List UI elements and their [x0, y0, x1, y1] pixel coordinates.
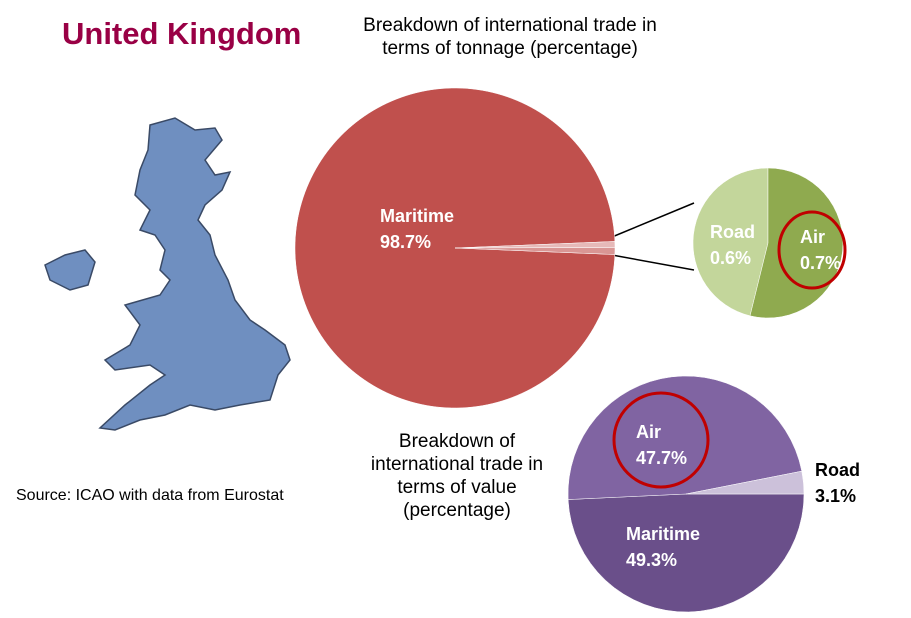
value-label: 0.7% — [800, 253, 841, 273]
chart-title: Breakdown of international trade in term… — [363, 15, 657, 59]
slice-label: Maritime — [626, 524, 700, 544]
main-title: United Kingdom — [62, 16, 302, 51]
pie-slice — [685, 470, 805, 495]
pie-slice — [692, 167, 769, 317]
slice-label: Maritime — [380, 206, 454, 226]
chart-title: Breakdown of international trade in term… — [370, 431, 544, 521]
pie-slice — [749, 167, 844, 319]
slice-label: Road — [815, 460, 860, 480]
uk-map — [44, 117, 291, 431]
connector-lines — [611, 202, 695, 271]
slice-label: Air — [800, 227, 825, 247]
source-note: Source: ICAO with data from Eurostat — [16, 487, 284, 504]
value-label: 98.7% — [380, 232, 431, 252]
value-label: 49.3% — [626, 550, 677, 570]
value-label: 3.1% — [815, 486, 856, 506]
pie-slice — [294, 87, 616, 409]
pie-slice — [567, 493, 805, 613]
value-label: 47.7% — [636, 448, 687, 468]
slice-label: Air — [636, 422, 661, 442]
slice-label: Road — [710, 222, 755, 242]
highlight-ring — [777, 210, 847, 290]
value-label: 0.6% — [710, 248, 751, 268]
highlight-ring — [612, 391, 710, 489]
pie-slice — [454, 247, 616, 255]
